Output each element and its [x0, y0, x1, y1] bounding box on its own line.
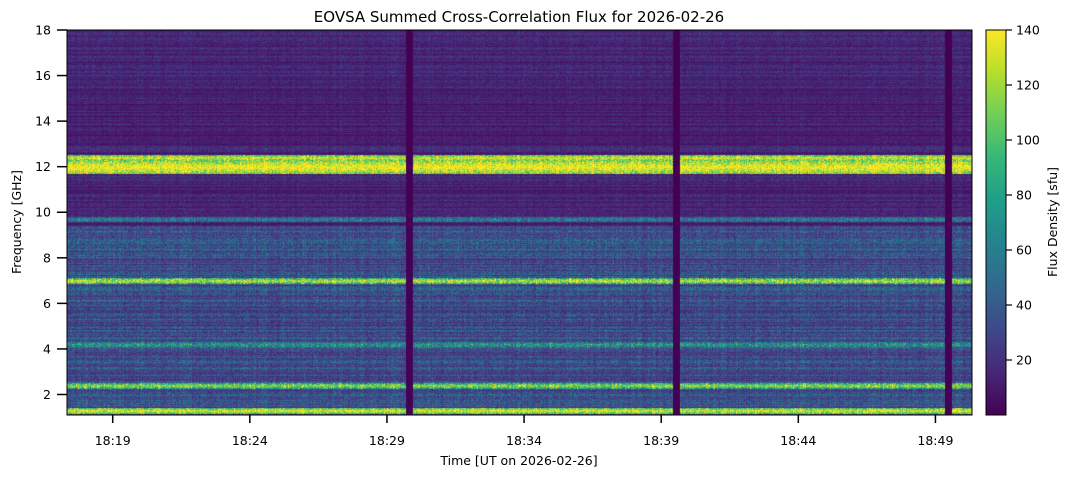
colorbar-tick-label: 100 [1016, 133, 1040, 148]
x-axis-label: Time [UT on 2026-02-26] [439, 453, 597, 468]
y-tick-label: 8 [43, 250, 51, 265]
colorbar: 20 40 60 80 100 120 140 Flux Density [sfu] [985, 23, 1060, 416]
x-tick-label: 18:29 [369, 433, 405, 448]
colorbar-tick-label: 40 [1016, 298, 1032, 313]
y-axis-label: Frequency [GHz] [9, 170, 24, 274]
y-tick-label: 18 [35, 23, 51, 38]
colorbar-tick-label: 80 [1016, 188, 1032, 203]
x-tick-label: 18:34 [506, 433, 542, 448]
colorbar-gradient [985, 29, 1007, 416]
y-tick-label: 6 [43, 296, 51, 311]
colorbar-label: Flux Density [sfu] [1045, 167, 1060, 277]
x-tick-label: 18:44 [780, 433, 816, 448]
y-tick-label: 2 [43, 387, 51, 402]
y-tick-label: 10 [35, 205, 51, 220]
colorbar-tick-label: 20 [1016, 353, 1032, 368]
plot-frame [66, 29, 973, 416]
colorbar-ticks: 20 40 60 80 100 120 140 [1006, 23, 1040, 368]
x-tick-label: 18:24 [232, 433, 268, 448]
y-tick-label: 14 [35, 114, 51, 129]
colorbar-tick-label: 60 [1016, 243, 1032, 258]
x-tick-label: 18:19 [95, 433, 131, 448]
heatmap-image [67, 30, 972, 415]
colorbar-tick-label: 120 [1016, 78, 1040, 93]
y-axis: 2 4 6 8 10 12 14 16 18 [35, 23, 67, 402]
y-tick-label: 12 [35, 159, 51, 174]
plot-area [66, 29, 973, 416]
x-tick-label: 18:39 [643, 433, 679, 448]
x-axis: 18:19 18:24 18:29 18:34 18:39 18:44 18:49 [95, 415, 953, 448]
y-tick-label: 16 [35, 68, 51, 83]
chart-title: EOVSA Summed Cross-Correlation Flux for … [314, 8, 724, 26]
x-tick-label: 18:49 [917, 433, 953, 448]
colorbar-tick-label: 140 [1016, 23, 1040, 38]
y-tick-label: 4 [43, 341, 51, 356]
